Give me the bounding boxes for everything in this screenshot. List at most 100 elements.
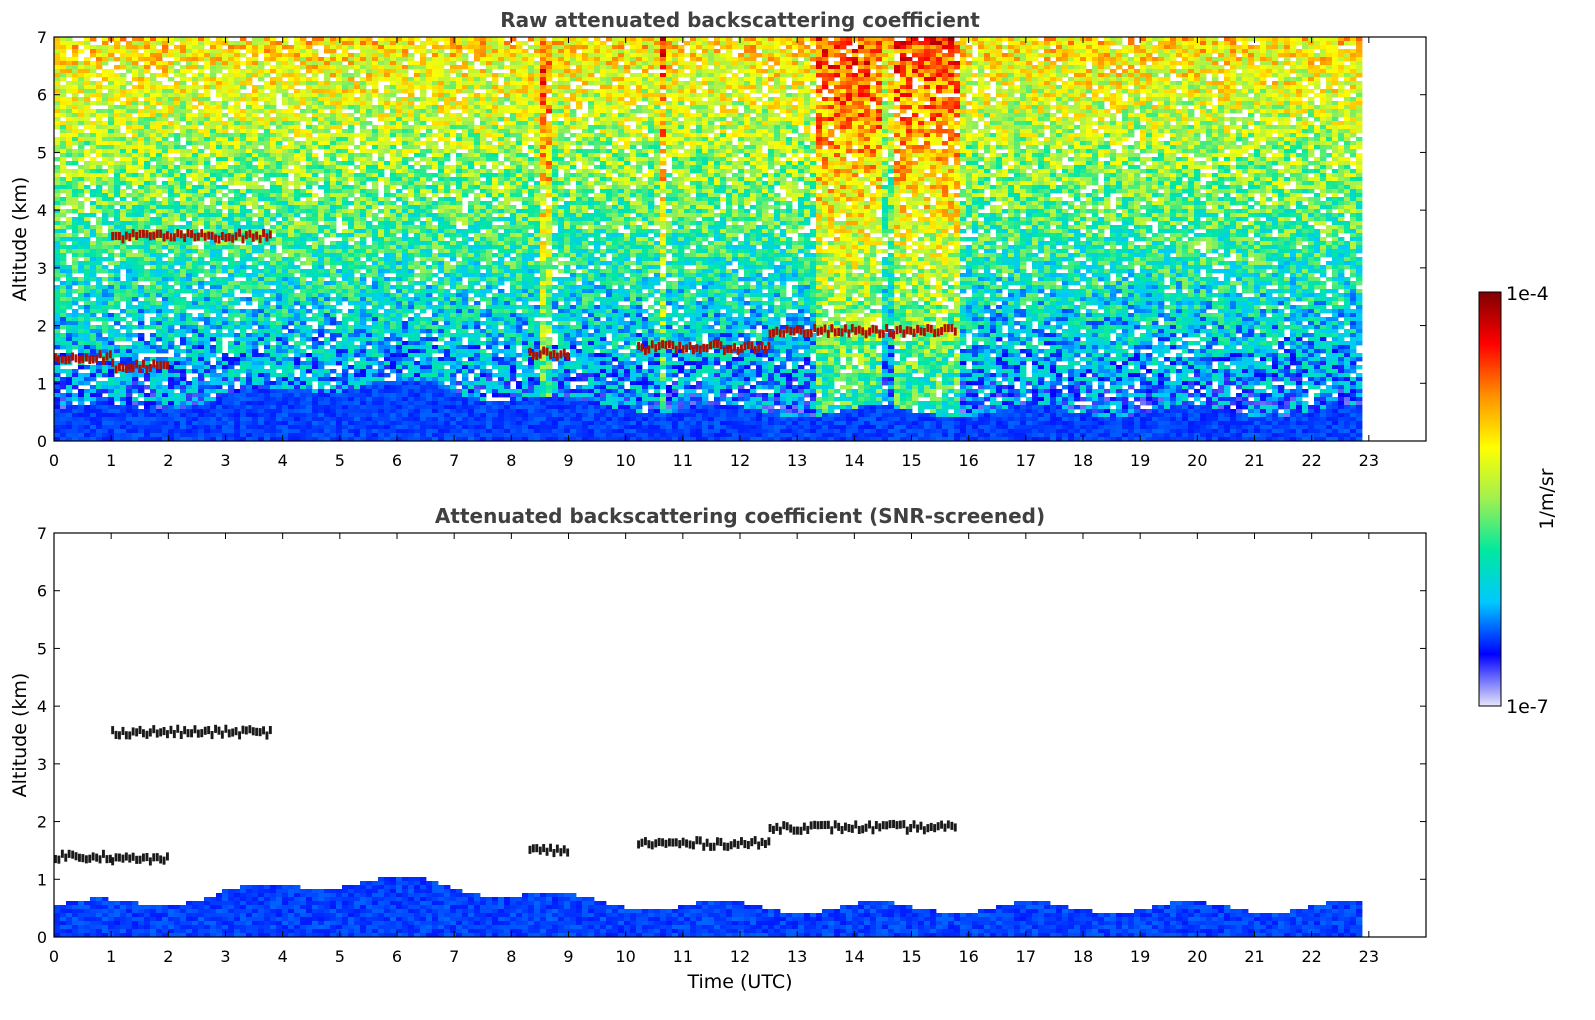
heatmap-cell [372,389,379,394]
heatmap-cell [366,113,373,118]
heatmap-cell [306,413,313,418]
heatmap-cell [66,409,73,414]
heatmap-cell [120,309,127,314]
heatmap-cell [78,217,85,222]
heatmap-cell [288,121,295,126]
heatmap-cell [360,345,367,350]
heatmap-cell [246,417,253,422]
heatmap-cell [270,281,277,286]
heatmap-cell [246,117,253,122]
heatmap-cell [210,321,217,326]
heatmap-cell [54,97,61,102]
heatmap-cell [126,89,133,94]
heatmap-cell [150,85,157,90]
heatmap-cell [102,325,109,330]
heatmap-cell [282,437,289,442]
heatmap-cell [258,121,265,126]
heatmap-cell [270,49,277,54]
heatmap-cell [168,433,175,438]
heatmap-cell [246,437,253,442]
heatmap-cell [252,193,259,198]
heatmap-cell [384,373,391,378]
heatmap-cell [66,209,73,214]
heatmap-cell [306,117,313,122]
heatmap-cell [336,417,343,422]
heatmap-cell [186,381,193,386]
heatmap-cell [246,433,253,438]
heatmap-cell [162,241,169,246]
heatmap-cell [60,257,67,262]
heatmap-cell [108,189,115,194]
heatmap-cell [348,217,355,222]
heatmap-cell [90,65,97,70]
heatmap-cell [324,289,331,294]
heatmap-cell [186,69,193,74]
heatmap-cell [276,361,283,366]
heatmap-cell [360,97,367,102]
heatmap-cell [162,253,169,258]
heatmap-cell [108,77,115,82]
heatmap-cell [300,145,307,150]
heatmap-cell [66,41,73,46]
heatmap-cell [318,105,325,110]
heatmap-cell [204,421,211,426]
heatmap-cell [360,213,367,218]
heatmap-cell [222,57,229,62]
heatmap-cell [294,309,301,314]
heatmap-cell [306,181,313,186]
heatmap-cell [312,285,319,290]
heatmap-cell [258,281,265,286]
heatmap-cell [198,121,205,126]
heatmap-cell [198,137,205,142]
heatmap-cell [282,73,289,78]
heatmap-cell [264,325,271,330]
heatmap-cell [144,341,151,346]
heatmap-cell [96,185,103,190]
heatmap-cell [354,285,361,290]
heatmap-cell [216,329,223,334]
heatmap-cell [342,205,349,210]
heatmap-cell [246,253,253,258]
heatmap-cell [120,225,127,230]
heatmap-cell [108,113,115,118]
heatmap-cell [240,213,247,218]
heatmap-cell [204,97,211,102]
heatmap-cell [132,245,139,250]
heatmap-cell [264,133,271,138]
heatmap-cell [354,177,361,182]
heatmap-cell [336,185,343,190]
heatmap-cell [252,213,259,218]
heatmap-cell [384,365,391,370]
heatmap-cell [78,269,85,274]
heatmap-cell [78,405,85,410]
heatmap-cell [180,337,187,342]
heatmap-cell [162,101,169,106]
heatmap-cell [108,405,115,410]
heatmap-cell [264,149,271,154]
heatmap-cell [252,321,259,326]
heatmap-cell [354,209,361,214]
heatmap-cell [198,57,205,62]
heatmap-cell [102,313,109,318]
heatmap-cell [90,293,97,298]
heatmap-cell [60,229,67,234]
heatmap-cell [288,269,295,274]
heatmap-cell [276,173,283,178]
heatmap-cell [222,405,229,410]
heatmap-cell [108,401,115,406]
heatmap-cell [126,265,133,270]
heatmap-cell [336,249,343,254]
heatmap-cell [180,377,187,382]
heatmap-cell [96,137,103,142]
heatmap-cell [78,373,85,378]
heatmap-cell [84,141,91,146]
heatmap-cell [372,281,379,286]
heatmap-cell [312,181,319,186]
heatmap-cell [108,425,115,430]
heatmap-cell [192,197,199,202]
heatmap-cell [366,165,373,170]
heatmap-cell [108,157,115,162]
heatmap-cell [330,73,337,78]
heatmap-cell [180,361,187,366]
heatmap-cell [126,145,133,150]
